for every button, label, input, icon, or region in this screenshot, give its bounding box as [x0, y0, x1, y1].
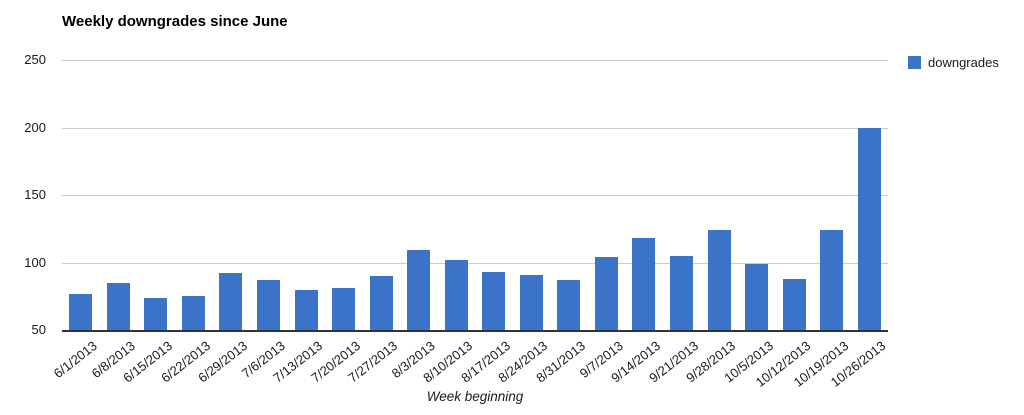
bar-9/14/2013	[632, 238, 656, 330]
legend-label: downgrades	[928, 55, 999, 70]
bar-6/15/2013	[144, 297, 168, 330]
y-tick-label: 150	[24, 187, 46, 202]
y-tick-label: 100	[24, 254, 46, 270]
bar-9/7/2013	[594, 257, 618, 330]
gridline	[62, 60, 888, 61]
bar-7/6/2013	[257, 280, 280, 330]
x-axis-title: Week beginning	[426, 389, 524, 404]
y-tick-label: 200	[24, 119, 46, 135]
gridline	[62, 262, 888, 264]
bar-9/21/2013	[670, 255, 693, 330]
bar-6/1/2013	[69, 293, 93, 330]
plot-area	[62, 60, 888, 332]
y-tick-label: 250	[24, 52, 46, 67]
bar-6/29/2013	[219, 273, 243, 330]
gridline	[62, 195, 888, 196]
bar-10/26/2013	[857, 127, 881, 330]
bar-10/19/2013	[820, 230, 844, 330]
bar-8/31/2013	[557, 280, 581, 330]
bar-9/28/2013	[707, 230, 731, 330]
bar-7/27/2013	[369, 276, 393, 330]
legend: downgrades	[908, 55, 999, 70]
chart-title: Weekly downgrades since June	[62, 13, 288, 30]
bar-7/13/2013	[294, 289, 318, 330]
legend-swatch-downgrades	[908, 56, 921, 69]
bar-8/24/2013	[519, 274, 543, 330]
bar-7/20/2013	[332, 288, 356, 330]
bar-8/10/2013	[444, 259, 468, 330]
gridline	[62, 127, 888, 129]
bar-6/22/2013	[181, 296, 205, 330]
y-tick-label: 50	[31, 322, 46, 337]
bar-6/8/2013	[106, 282, 130, 330]
bar-8/17/2013	[482, 271, 506, 330]
bar-10/5/2013	[745, 263, 769, 330]
bar-8/3/2013	[407, 250, 431, 330]
bar-10/12/2013	[782, 278, 806, 330]
